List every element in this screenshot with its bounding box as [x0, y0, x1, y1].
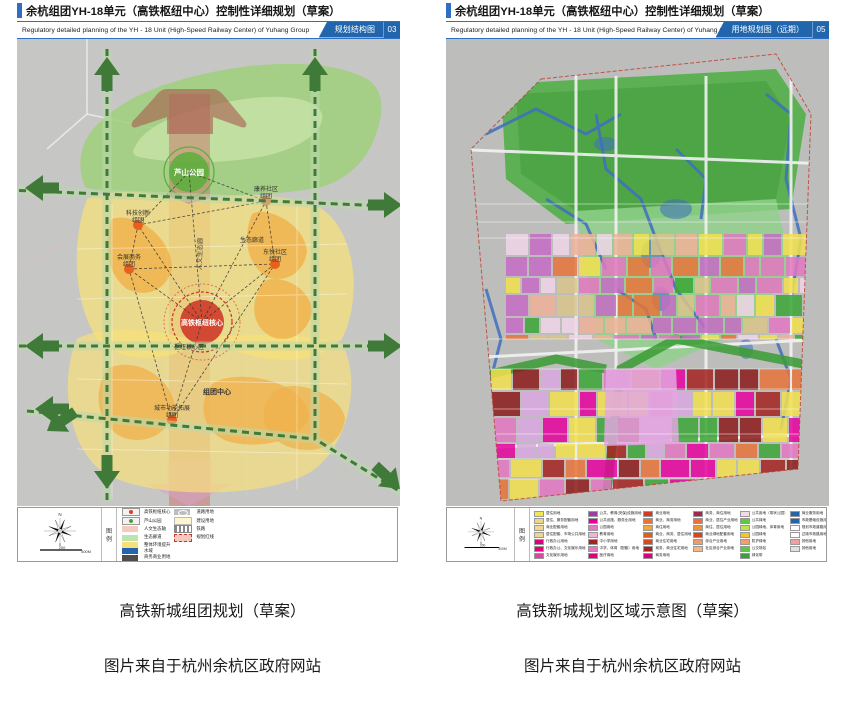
svg-text:200: 200 [479, 543, 485, 547]
svg-text:组团: 组团 [166, 411, 178, 419]
svg-text:400M: 400M [498, 547, 507, 551]
svg-text:生态廊道: 生态廊道 [240, 236, 264, 244]
svg-text:组团: 组团 [269, 255, 281, 263]
svg-text:组团: 组团 [123, 260, 135, 268]
svg-text:城市功能拓展: 城市功能拓展 [154, 404, 190, 412]
svg-text:康养社区: 康养社区 [254, 185, 278, 193]
svg-text:会展商务: 会展商务 [117, 253, 141, 261]
svg-text:200: 200 [58, 545, 65, 550]
svg-text:芦山公园: 芦山公园 [174, 167, 204, 177]
svg-text:东悦社区: 东悦社区 [263, 248, 287, 256]
svg-text:组团中心: 组团中心 [203, 387, 231, 396]
svg-text:科技创新: 科技创新 [126, 209, 150, 217]
svg-text:高铁枢纽核心: 高铁枢纽核心 [181, 318, 223, 327]
svg-text:枢纽核心区: 枢纽核心区 [174, 343, 204, 351]
svg-text:N: N [479, 516, 482, 520]
svg-text:组团: 组团 [132, 216, 144, 224]
svg-text:组团: 组团 [260, 192, 272, 200]
svg-text:400M: 400M [80, 549, 90, 554]
svg-text:N: N [58, 512, 61, 517]
